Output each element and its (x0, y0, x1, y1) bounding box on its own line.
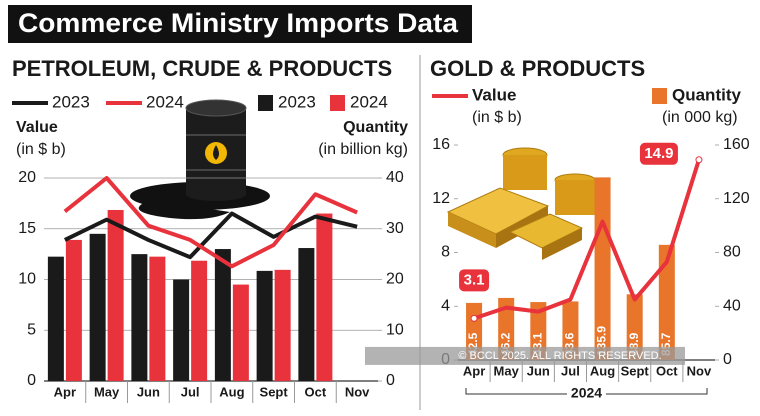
bar (232, 284, 249, 381)
x-tick-label: Aug (590, 363, 615, 378)
legend-label: 2023 (52, 92, 90, 111)
x-tick-label: Sept (621, 363, 650, 378)
bar (316, 213, 333, 381)
bar (89, 233, 106, 381)
legend-label: 2024 (146, 92, 184, 111)
x-tick-label: Nov (345, 384, 370, 399)
y-tick-label: 0 (27, 372, 36, 389)
y2-tick-label: 30 (386, 220, 404, 237)
line (473, 159, 701, 321)
y-tick-label: 10 (18, 271, 36, 288)
bar (47, 256, 64, 381)
bar (149, 256, 166, 381)
y2-tick-label: 120 (723, 190, 750, 207)
y2-tick-label: 40 (386, 169, 404, 186)
point (695, 156, 703, 164)
x-tick-label: Aug (219, 384, 244, 399)
bar (594, 177, 611, 360)
y-tick-label: 16 (432, 136, 450, 153)
line (64, 211, 358, 260)
y2-axis-label: (in billion kg) (318, 141, 408, 158)
y2-tick-label: 0 (723, 351, 732, 368)
data-label: 14.9 (644, 145, 673, 162)
x-tick-label: Apr (54, 384, 76, 399)
x-tick-label: Oct (305, 384, 327, 399)
point (470, 314, 478, 322)
x-tick-label: Apr (463, 363, 485, 378)
bar (173, 279, 190, 381)
x-tick-label: Nov (687, 363, 712, 378)
y-axis-label: Value (16, 119, 58, 136)
x-tick-label: May (94, 384, 120, 399)
x-tick-label: Jun (137, 384, 160, 399)
bar (530, 302, 547, 360)
y-axis-label: (in $ b) (472, 109, 522, 126)
header-box (8, 5, 472, 43)
bar (256, 270, 273, 381)
bar (214, 249, 231, 381)
x-tick-label: Oct (656, 363, 678, 378)
legend-swatch (330, 95, 345, 111)
y2-tick-label: 0 (386, 372, 395, 389)
bar (191, 260, 208, 381)
bar (658, 244, 675, 360)
x-tick-label: Sept (260, 384, 289, 399)
y2-axis-label: Quantity (343, 119, 408, 136)
bar (562, 301, 579, 360)
watermark: © BCCL 2025. ALL RIGHTS RESERVED. (458, 350, 661, 362)
y-tick-label: 5 (27, 321, 36, 338)
label-box (637, 140, 680, 167)
legend-label: 2023 (278, 92, 316, 111)
label-box (457, 267, 492, 294)
bar (274, 269, 291, 381)
x-bracket (465, 388, 708, 395)
data-label: 3.1 (464, 271, 485, 288)
y2-tick-label: 80 (723, 244, 741, 261)
y-tick-label: 8 (441, 244, 450, 261)
y-tick-label: 12 (432, 190, 450, 207)
line (63, 176, 358, 269)
watermark-band (365, 346, 685, 365)
y2-tick-label: 40 (723, 297, 741, 314)
x-tick-label: May (494, 363, 520, 378)
legend-label: Quantity (672, 85, 741, 104)
x-tick-label: Jul (561, 363, 580, 378)
x-tick-label: Jul (181, 384, 200, 399)
chart-title: PETROLEUM, CRUDE & PRODUCTS (12, 56, 392, 81)
y-tick-label: 20 (18, 169, 36, 186)
gold-decor (446, 147, 596, 260)
x-tick-label: Jun (527, 363, 550, 378)
y-tick-label: 4 (441, 297, 450, 314)
bar (298, 248, 315, 381)
y2-tick-label: 20 (386, 271, 404, 288)
y-tick-label: 15 (18, 220, 36, 237)
legend-label: Value (472, 85, 516, 104)
header-title: Commerce Ministry Imports Data (18, 8, 459, 38)
legend-swatch (652, 88, 667, 104)
x-axis-label: 2024 (571, 385, 602, 401)
oil-barrel (130, 99, 270, 220)
bar (65, 239, 82, 381)
chart-title: GOLD & PRODUCTS (430, 56, 645, 81)
bar (131, 254, 148, 381)
bar (498, 297, 515, 360)
legend-label: 2024 (350, 92, 388, 111)
bar (107, 209, 124, 381)
y2-tick-label: 160 (723, 136, 750, 153)
y-axis-label: (in $ b) (16, 141, 66, 158)
legend-swatch (258, 95, 273, 111)
y2-axis-label: (in 000 kg) (662, 109, 738, 126)
y2-tick-label: 10 (386, 321, 404, 338)
bar (626, 294, 643, 360)
